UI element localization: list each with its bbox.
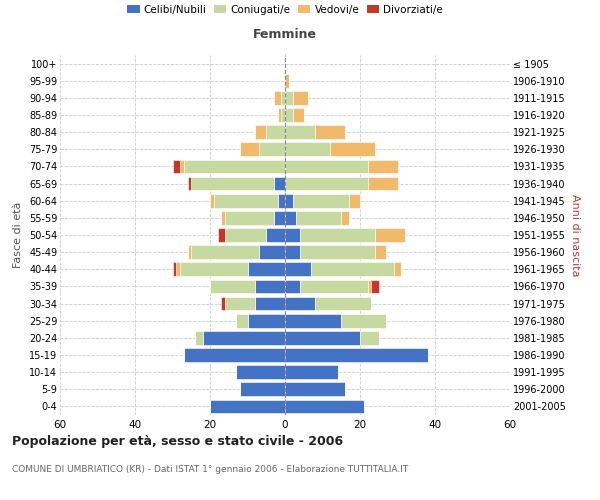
Bar [311, 262, 394, 276]
Bar [285, 176, 367, 190]
Bar [293, 91, 308, 104]
Bar [218, 228, 225, 242]
Bar [266, 228, 285, 242]
Bar [285, 126, 315, 139]
Bar [210, 194, 214, 207]
Bar [300, 228, 375, 242]
Bar [285, 382, 345, 396]
Bar [274, 91, 281, 104]
Bar [296, 211, 341, 224]
Bar [285, 366, 337, 379]
Bar [225, 296, 255, 310]
Bar [203, 331, 285, 344]
Bar [274, 211, 285, 224]
Bar [259, 246, 285, 259]
Legend: Celibi/Nubili, Coniugati/e, Vedovi/e, Divorziati/e: Celibi/Nubili, Coniugati/e, Vedovi/e, Di… [125, 2, 445, 17]
Bar [240, 382, 285, 396]
Bar [285, 160, 367, 173]
Bar [236, 314, 248, 328]
Bar [281, 108, 285, 122]
Bar [255, 280, 285, 293]
Bar [259, 142, 285, 156]
Bar [191, 176, 274, 190]
Bar [360, 331, 379, 344]
Bar [285, 280, 300, 293]
Bar [285, 91, 293, 104]
Bar [300, 246, 375, 259]
Bar [248, 262, 285, 276]
Bar [255, 126, 266, 139]
Bar [285, 194, 293, 207]
Bar [285, 74, 289, 88]
Bar [225, 211, 274, 224]
Bar [293, 108, 304, 122]
Bar [293, 194, 349, 207]
Bar [341, 314, 386, 328]
Bar [187, 176, 191, 190]
Bar [285, 142, 330, 156]
Bar [315, 296, 371, 310]
Bar [210, 280, 255, 293]
Bar [210, 400, 285, 413]
Bar [187, 246, 191, 259]
Bar [285, 348, 427, 362]
Bar [176, 262, 180, 276]
Bar [248, 314, 285, 328]
Bar [375, 228, 405, 242]
Bar [173, 160, 180, 173]
Bar [277, 194, 285, 207]
Bar [173, 262, 176, 276]
Y-axis label: Fasce di età: Fasce di età [13, 202, 23, 268]
Text: Popolazione per età, sesso e stato civile - 2006: Popolazione per età, sesso e stato civil… [12, 435, 343, 448]
Bar [285, 262, 311, 276]
Bar [285, 228, 300, 242]
Bar [367, 160, 398, 173]
Text: COMUNE DI UMBRIATICO (KR) - Dati ISTAT 1° gennaio 2006 - Elaborazione TUTTITALIA: COMUNE DI UMBRIATICO (KR) - Dati ISTAT 1… [12, 465, 408, 474]
Bar [285, 211, 296, 224]
Bar [394, 262, 401, 276]
Bar [281, 91, 285, 104]
Bar [315, 126, 345, 139]
Bar [195, 331, 203, 344]
Bar [277, 108, 281, 122]
Bar [285, 296, 315, 310]
Bar [255, 296, 285, 310]
Bar [236, 366, 285, 379]
Bar [367, 280, 371, 293]
Bar [184, 348, 285, 362]
Bar [191, 246, 259, 259]
Bar [240, 142, 259, 156]
Bar [367, 176, 398, 190]
Bar [221, 296, 225, 310]
Bar [375, 246, 386, 259]
Bar [180, 160, 184, 173]
Bar [184, 160, 285, 173]
Bar [300, 280, 367, 293]
Bar [371, 280, 379, 293]
Bar [285, 314, 341, 328]
Bar [214, 194, 277, 207]
Bar [180, 262, 248, 276]
Y-axis label: Anni di nascita: Anni di nascita [569, 194, 580, 276]
Bar [285, 400, 364, 413]
Bar [349, 194, 360, 207]
Bar [285, 246, 300, 259]
Text: Femmine: Femmine [253, 28, 317, 40]
Bar [225, 228, 266, 242]
Bar [285, 331, 360, 344]
Bar [274, 176, 285, 190]
Bar [285, 108, 293, 122]
Bar [221, 211, 225, 224]
Bar [341, 211, 349, 224]
Bar [266, 126, 285, 139]
Bar [330, 142, 375, 156]
